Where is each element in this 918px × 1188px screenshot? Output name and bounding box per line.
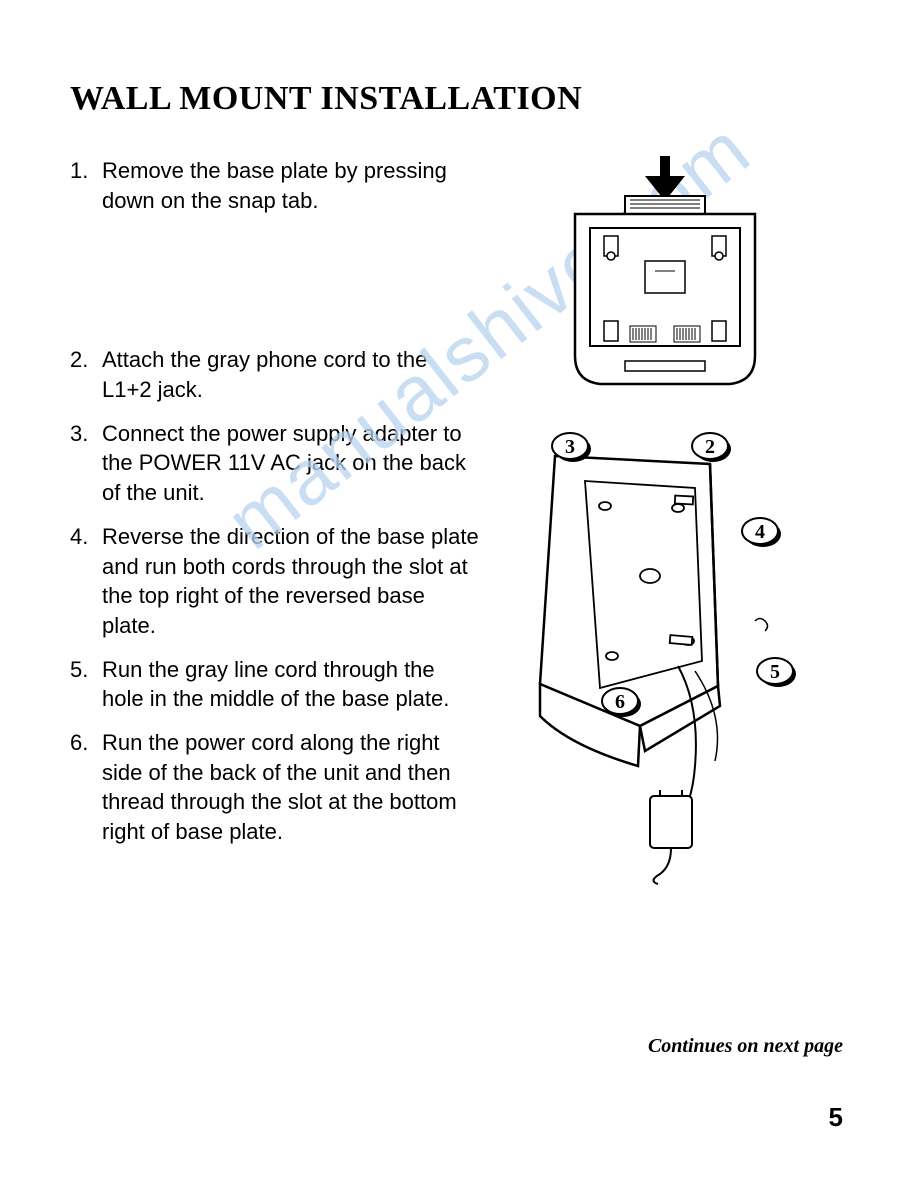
page-title: WALL MOUNT INSTALLATION [70, 80, 858, 118]
callout-label: 3 [565, 436, 575, 458]
step-text: Run the power cord along the right side … [102, 728, 480, 847]
step-text: Reverse the direction of the base plate … [102, 522, 480, 641]
callout-label: 6 [615, 691, 625, 713]
step-text: Run the gray line cord through the hole … [102, 655, 480, 714]
step-text: Connect the power supply adapter to the … [102, 419, 480, 508]
step-2: Attach the gray phone cord to the L1+2 j… [70, 345, 480, 404]
callout-5: 5 [757, 658, 796, 687]
callout-label: 4 [755, 521, 765, 543]
page-title-text: WALL MOUNT INSTALLATION [70, 80, 582, 117]
diagram-bottom: 3 2 4 5 6 [500, 406, 840, 886]
step-3: Connect the power supply adapter to the … [70, 419, 480, 508]
step-1: Remove the base plate by pressing down o… [70, 156, 480, 215]
instructions-column: Remove the base plate by pressing down o… [70, 156, 480, 891]
step-text: Remove the base plate by pressing down o… [102, 156, 480, 215]
diagram-column: 3 2 4 5 6 [500, 156, 840, 891]
callout-label: 5 [770, 661, 780, 683]
content-row: Remove the base plate by pressing down o… [70, 156, 858, 891]
page-number: 5 [829, 1102, 843, 1133]
steps-list: Remove the base plate by pressing down o… [70, 156, 480, 847]
callout-label: 2 [705, 436, 715, 458]
footer-continuation: Continues on next page [648, 1035, 843, 1058]
step-4: Reverse the direction of the base plate … [70, 522, 480, 641]
step-5: Run the gray line cord through the hole … [70, 655, 480, 714]
callout-4: 4 [742, 518, 781, 547]
diagram-top [530, 156, 790, 396]
callout-2: 2 [692, 433, 731, 462]
step-text: Attach the gray phone cord to the L1+2 j… [102, 345, 480, 404]
step-6: Run the power cord along the right side … [70, 728, 480, 847]
